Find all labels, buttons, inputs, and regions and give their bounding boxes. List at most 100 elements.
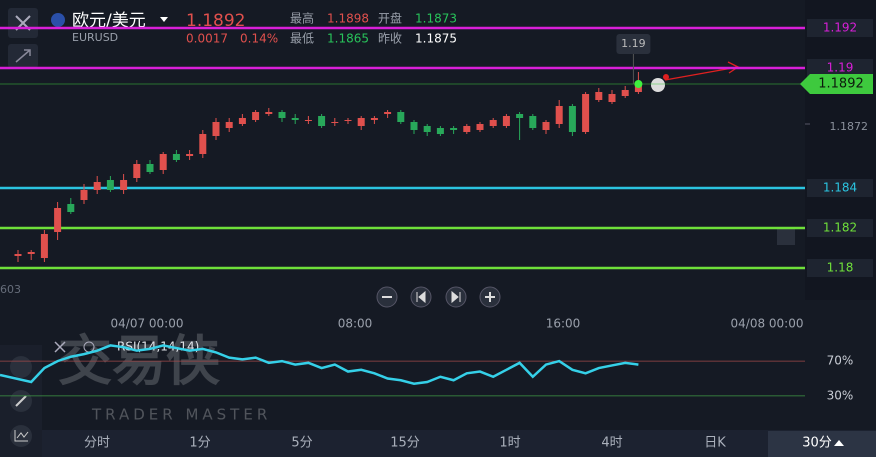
candle-body	[489, 120, 497, 126]
rewind-button[interactable]	[410, 286, 432, 308]
indicator-icon	[14, 430, 29, 442]
candle-body	[40, 234, 48, 258]
stat-label: 最高	[290, 11, 314, 26]
candle-body	[436, 128, 444, 134]
last-price-label: 1.1892	[818, 77, 864, 92]
tool-button[interactable]	[10, 425, 32, 447]
last-price-tag	[800, 74, 873, 94]
tab[interactable]: 日K	[704, 436, 726, 451]
candle-body	[304, 120, 312, 121]
forward-button[interactable]	[445, 286, 467, 308]
level-label-box	[807, 259, 873, 277]
zoom-out-button[interactable]	[376, 286, 398, 308]
tab[interactable]: 分时	[84, 436, 110, 451]
level-label-box	[807, 19, 873, 37]
price-bubble-label: 1.19	[621, 37, 646, 50]
level-label-box	[807, 179, 873, 197]
zoom-in-button[interactable]	[479, 286, 501, 308]
candle-body	[225, 122, 233, 128]
rsi-close[interactable]	[54, 341, 66, 353]
stat-value: 1.1898	[327, 12, 369, 26]
level-label: 1.184	[823, 181, 857, 195]
x-tick-label: 04/08 00:00	[731, 317, 804, 331]
candle-body	[370, 118, 378, 120]
candle-body	[133, 164, 141, 178]
level-label-box	[807, 59, 873, 77]
alert-dot	[663, 74, 669, 80]
candle-body	[516, 114, 524, 118]
stat-value: 1.1873	[415, 12, 457, 26]
close-button[interactable]	[8, 8, 38, 38]
candle-body	[582, 94, 590, 132]
candle-body	[357, 118, 365, 126]
candle-body	[93, 182, 101, 190]
candle-body	[238, 118, 246, 124]
candle-body	[54, 208, 62, 232]
candle-body	[172, 154, 180, 160]
candle-body	[463, 126, 471, 132]
stat-label: 最低	[290, 32, 314, 46]
candle-body	[384, 112, 392, 114]
price-bubble	[616, 34, 651, 54]
candle-body	[159, 154, 167, 170]
y-tick-label: 70%	[827, 354, 854, 368]
x-tick-label: 04/07 00:00	[111, 317, 184, 331]
flag-icon	[51, 13, 65, 27]
partial-label: 603	[0, 283, 21, 296]
candle-body	[423, 126, 431, 132]
change: 0.0017	[186, 32, 228, 46]
tab[interactable]: 4时	[601, 436, 622, 451]
y-tick-label: 1.1872	[830, 120, 869, 133]
tab[interactable]: 1分	[189, 436, 210, 451]
rsi-line	[0, 344, 639, 385]
stat-value: 1.1875	[415, 32, 457, 46]
candle-body	[27, 252, 35, 254]
tab[interactable]: 5分	[291, 436, 312, 451]
candle-body	[318, 116, 326, 126]
candle-body	[502, 116, 510, 126]
candle-body	[80, 190, 88, 200]
tool-button[interactable]	[10, 356, 32, 378]
tab[interactable]: 15分	[390, 436, 420, 451]
tab-caret	[834, 440, 844, 446]
collapse-button[interactable]	[8, 44, 38, 68]
candle-body	[344, 120, 352, 121]
price: 1.1892	[186, 11, 245, 31]
symbol-name[interactable]: 欧元/美元	[72, 11, 146, 31]
price-axis	[805, 0, 876, 300]
level-label: 1.192	[823, 21, 857, 35]
pen-icon	[15, 395, 27, 407]
candle-body	[476, 124, 484, 130]
candle-body	[450, 128, 458, 130]
candle-body	[120, 180, 128, 190]
candle-body	[278, 112, 286, 118]
candle-body	[608, 94, 616, 102]
x-tick-label: 16:00	[546, 317, 581, 331]
candle-body	[291, 118, 299, 120]
tab[interactable]: 30分	[802, 436, 832, 451]
candle-body	[252, 112, 260, 120]
tab[interactable]: 1时	[499, 436, 520, 451]
stat-value: 1.1865	[327, 32, 369, 46]
current-marker	[634, 80, 643, 88]
change-pct: 0.14%	[240, 32, 278, 46]
candle-body	[529, 116, 537, 128]
level-label: 1.19	[827, 61, 854, 75]
candle-body	[106, 180, 114, 190]
alarm-icon[interactable]	[777, 229, 795, 245]
candle-body	[199, 134, 207, 154]
info-icon[interactable]	[651, 78, 665, 92]
candle-body	[14, 254, 22, 256]
level-label-box	[807, 219, 873, 237]
candle-body	[595, 92, 603, 100]
tab-selected	[768, 431, 876, 457]
candle-body	[555, 106, 563, 124]
dropdown-caret[interactable]	[160, 17, 168, 22]
level-label: 1.18	[827, 261, 854, 275]
y-tick-label: 30%	[827, 388, 854, 402]
symbol-code: EURUSD	[72, 31, 118, 44]
level-label: 1.182	[823, 221, 857, 235]
stat-label: 开盘	[378, 11, 402, 26]
candle-body	[397, 112, 405, 122]
